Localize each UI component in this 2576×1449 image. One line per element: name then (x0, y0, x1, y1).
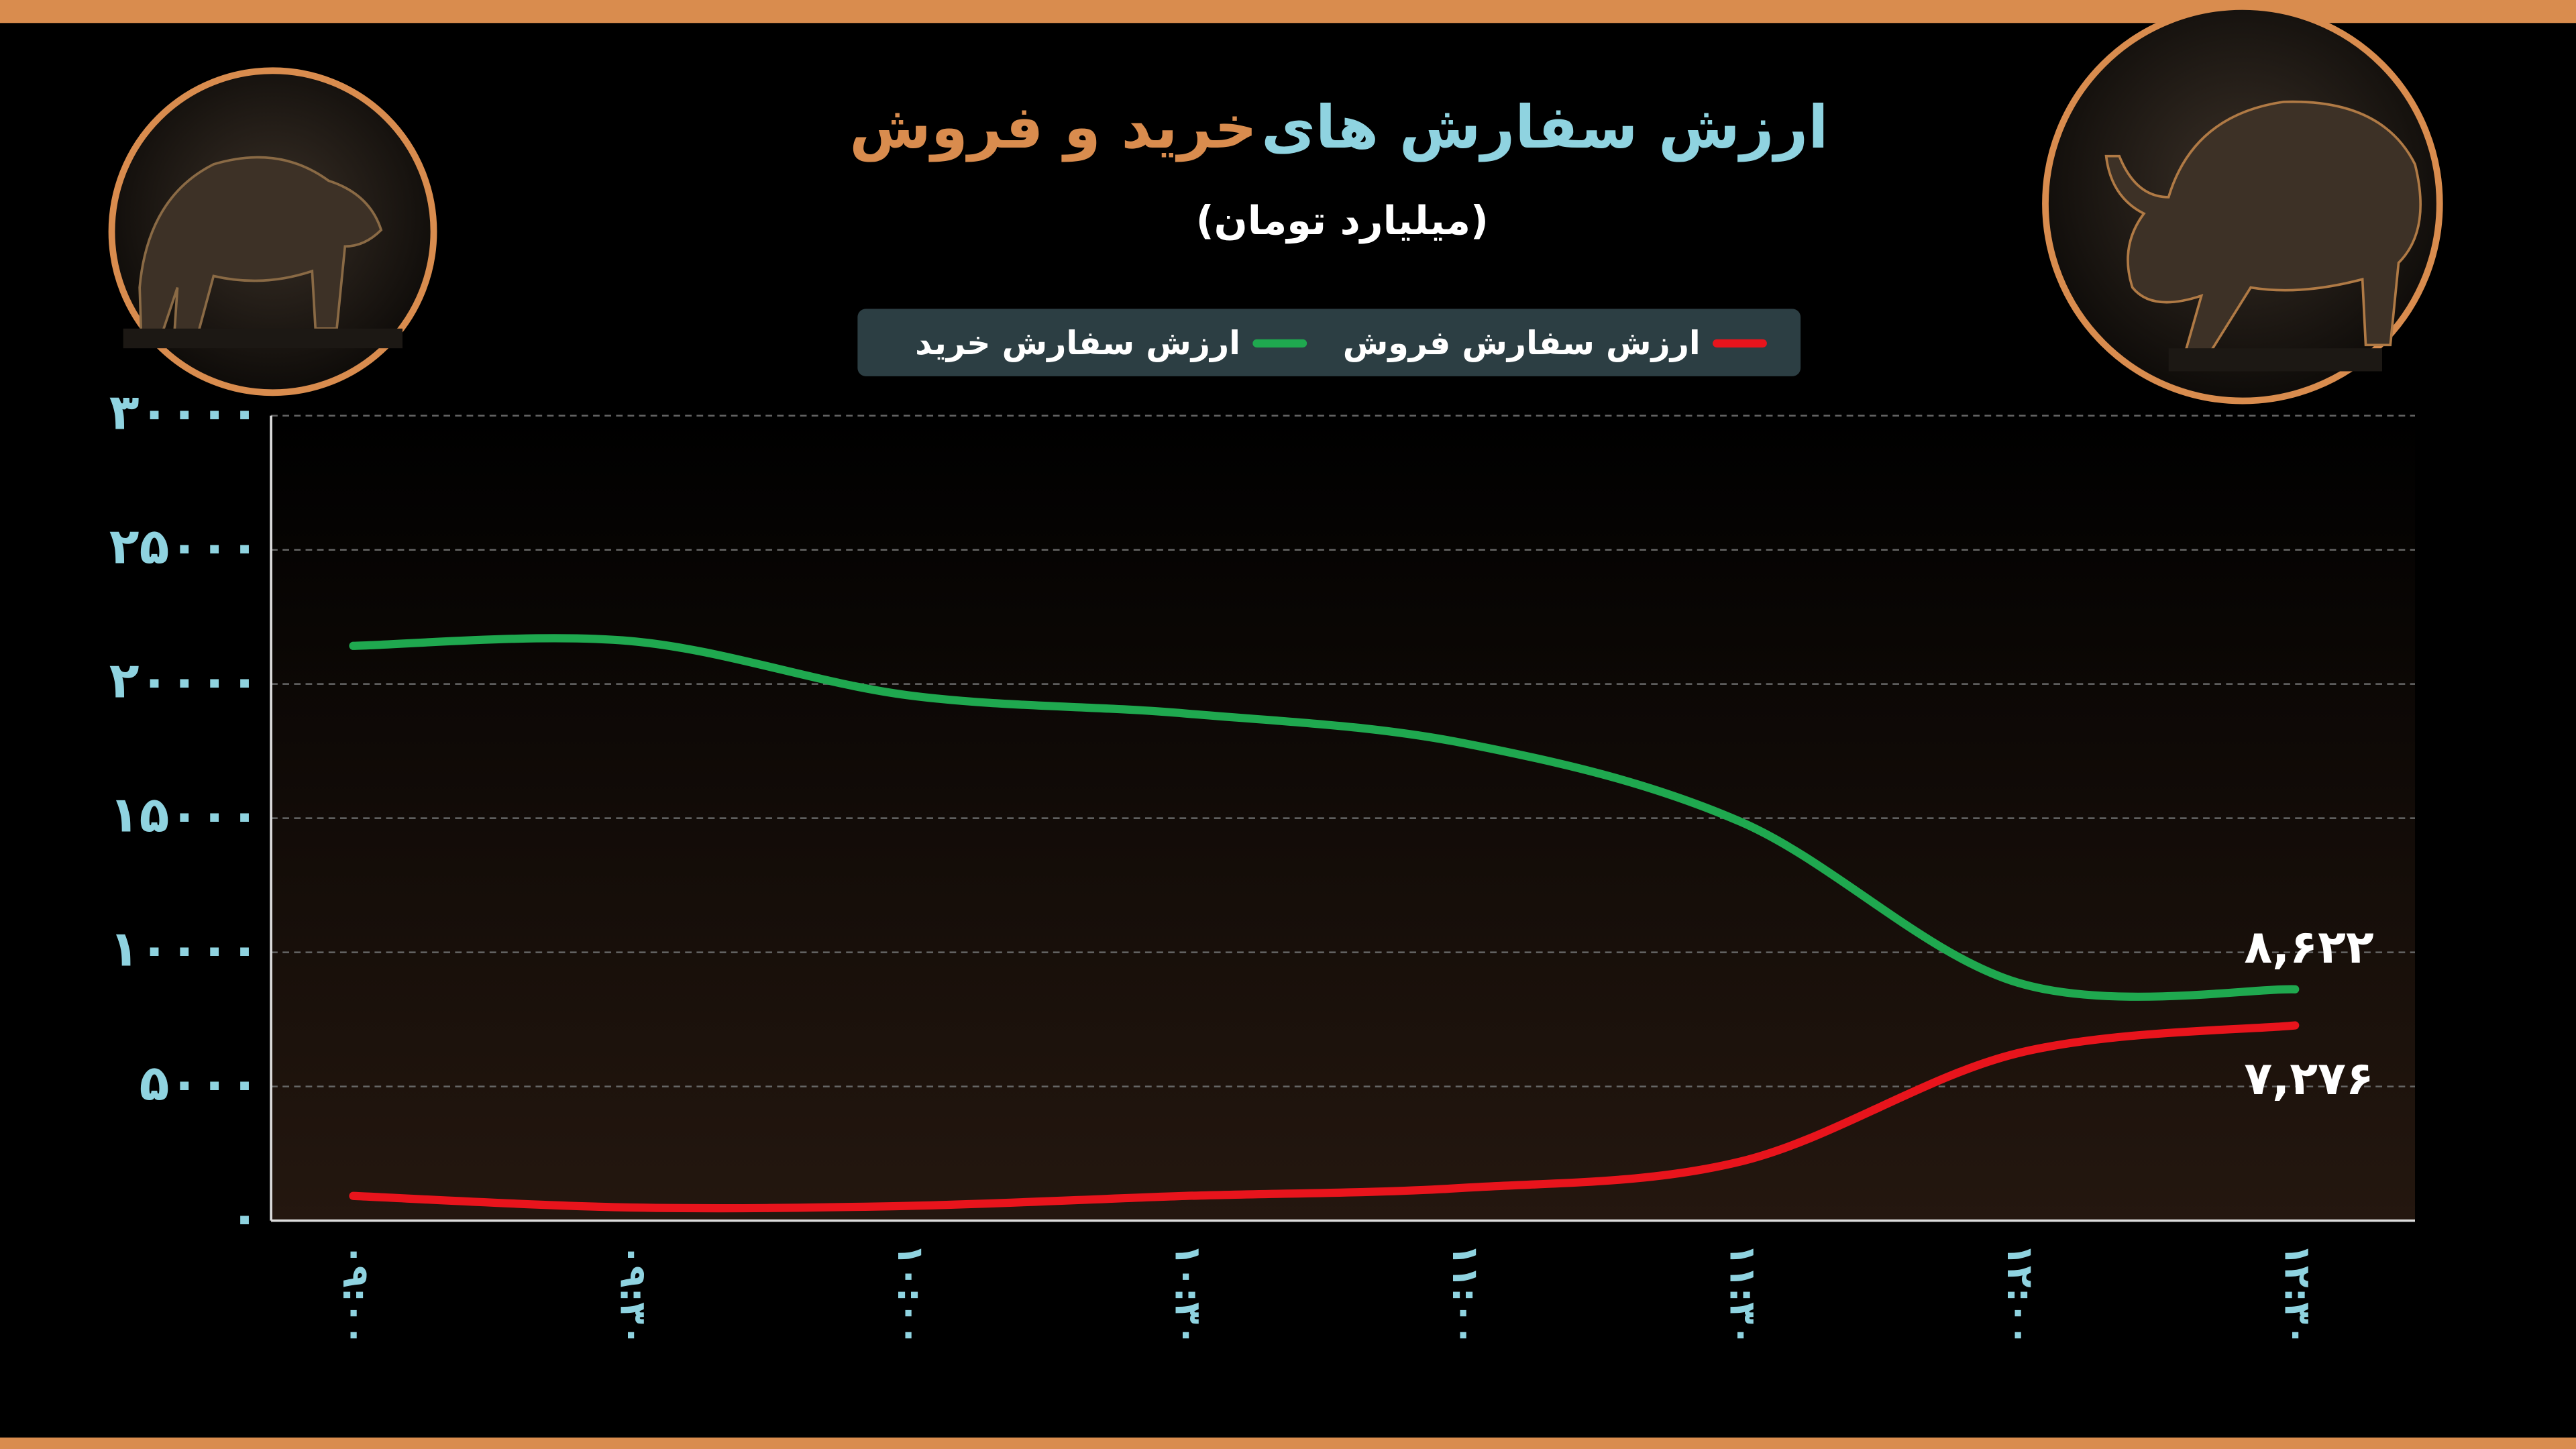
x-tick-label: ۱۲:۰۰ (1999, 1244, 2041, 1346)
y-tick-label: ۵۰۰۰ (140, 1055, 260, 1112)
y-tick-label: ۰ (229, 1189, 260, 1246)
x-tick-label: ۱۲:۳۰ (2277, 1244, 2319, 1346)
chart-subtitle: (میلیارد تومان) (1196, 197, 1489, 244)
title-highlight: خرید و فروش (849, 93, 1257, 162)
bottom-band (0, 1437, 2576, 1449)
top-band (0, 0, 2576, 23)
bear-badge (108, 67, 437, 396)
legend-label: ارزش سفارش خرید (915, 324, 1240, 362)
y-tick-label: ۳۰۰۰۰ (109, 384, 260, 441)
value-label: ۸,۶۲۲ (2244, 920, 2374, 974)
series-line (349, 634, 2300, 1001)
x-tick-label: ۰۹:۰۰ (335, 1244, 377, 1346)
chart-title: ارزش سفارش های خرید و فروش (849, 93, 1828, 162)
y-tick-label: ۱۰۰۰۰ (109, 921, 260, 978)
legend-box (857, 309, 1801, 376)
bull-badge (2042, 3, 2443, 405)
x-tick-label: ۱۱:۳۰ (1722, 1244, 1764, 1346)
value-label: ۷,۲۷۶ (2244, 1052, 2373, 1106)
x-tick-label: ۱۰:۳۰ (1167, 1244, 1209, 1346)
title-part: ارزش سفارش های (1261, 93, 1828, 162)
legend-label: ارزش سفارش فروش (1343, 324, 1701, 363)
y-tick-label: ۲۰۰۰۰ (109, 653, 260, 710)
x-tick-label: ۰۹:۳۰ (612, 1244, 654, 1346)
series-line (349, 1021, 2300, 1213)
y-tick-label: ۲۵۰۰۰ (109, 519, 260, 576)
x-tick-label: ۱۱:۰۰ (1444, 1244, 1487, 1346)
x-tick-label: ۱۰:۰۰ (890, 1244, 932, 1346)
y-tick-label: ۱۵۰۰۰ (109, 787, 260, 844)
